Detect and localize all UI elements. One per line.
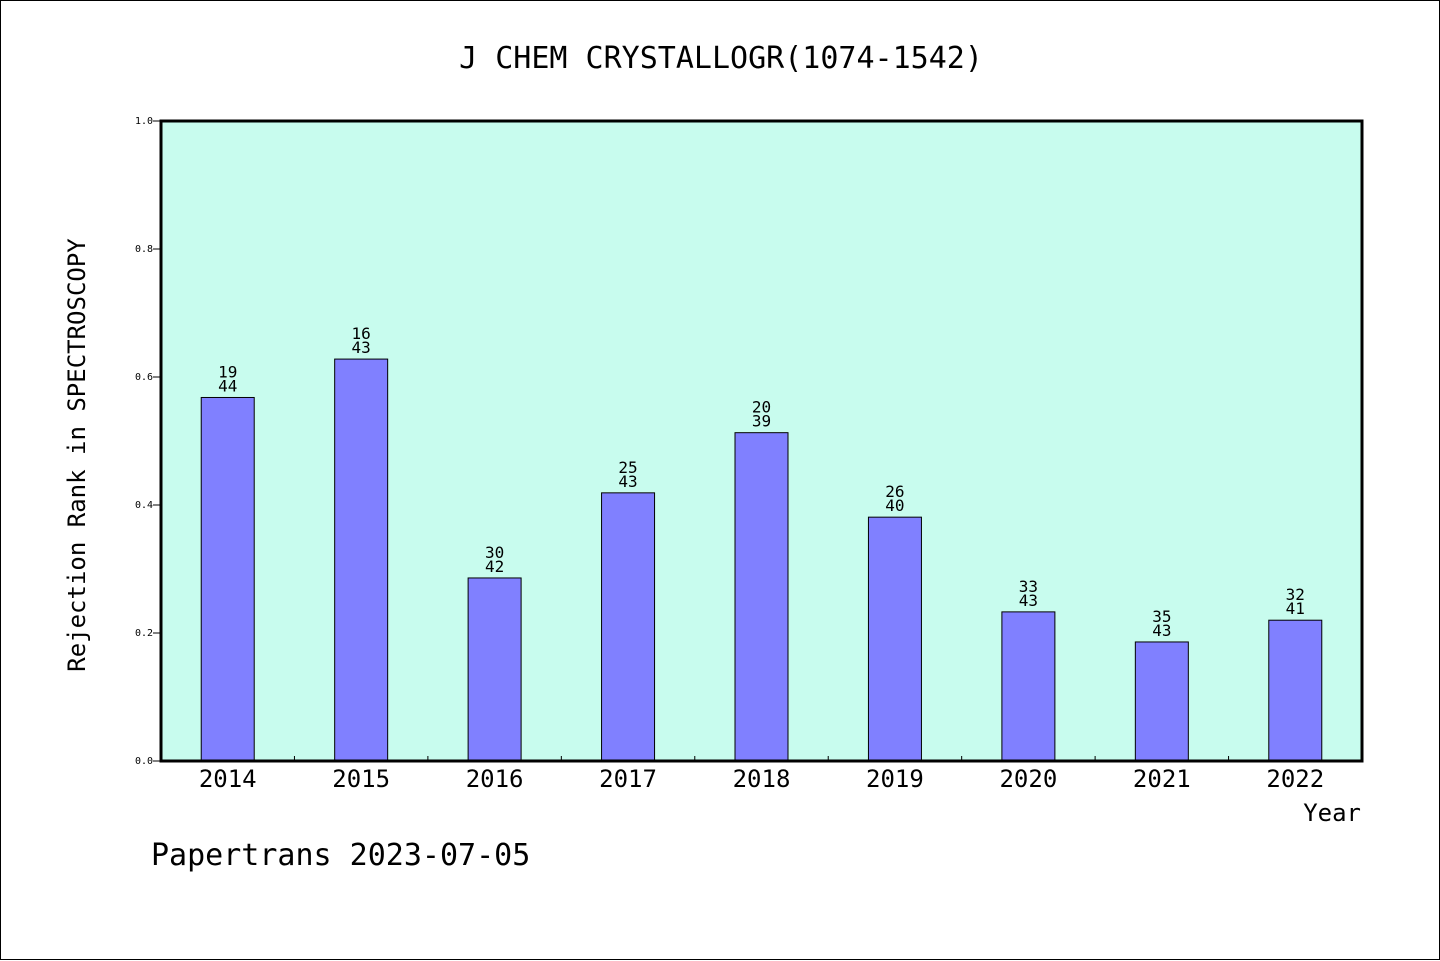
x-tick-label: 2019: [866, 765, 924, 793]
bar-label-bottom: 39: [752, 412, 771, 431]
bar-label-bottom: 44: [218, 376, 237, 395]
bar-label-bottom: 41: [1286, 599, 1305, 618]
x-axis-label: Year: [1303, 799, 1361, 827]
bar-label-bottom: 43: [618, 472, 637, 491]
x-tick-label: 2016: [466, 765, 524, 793]
y-tick-label: 0.0: [135, 756, 153, 767]
bar-label-top: 16: [352, 324, 371, 343]
x-tick-label: 2017: [599, 765, 657, 793]
bar-2020: [1001, 611, 1056, 762]
x-tick-label: 2021: [1133, 765, 1191, 793]
chart-title: J CHEM CRYSTALLOGR(1074-1542): [459, 41, 983, 76]
x-tick-label: 2018: [733, 765, 791, 793]
y-tick-label: 1.0: [135, 116, 153, 127]
bar-label-bottom: 43: [1152, 621, 1171, 640]
bar-label-top: 30: [485, 543, 504, 562]
x-axis: 2014 2015 2016 2017 2018 2019 2020 2021 2022: [199, 756, 1324, 793]
bar-2021: [1134, 641, 1189, 762]
x-tick-label: 2020: [999, 765, 1057, 793]
bar-label-top: 26: [885, 482, 904, 501]
bar-label-bottom: 43: [352, 338, 371, 357]
y-tick-label: 0.4: [135, 500, 153, 511]
y-tick-label: 0.8: [135, 244, 153, 255]
footer-text: Papertrans 2023-07-05: [151, 838, 530, 873]
x-tick-label: 2015: [332, 765, 390, 793]
bar-label-bottom: 43: [1019, 591, 1038, 610]
bar-2015: [334, 358, 389, 762]
y-tick-label: 0.2: [135, 628, 153, 639]
bar-label-bottom: 40: [885, 496, 904, 515]
bar-label-top: 19: [218, 362, 237, 381]
bar-2019: [867, 516, 922, 762]
bar-2022: [1268, 619, 1323, 762]
x-tick-label: 2022: [1266, 765, 1324, 793]
bar-label-top: 20: [752, 398, 771, 417]
x-tick-label: 2014: [199, 765, 257, 793]
bar-2016: [467, 577, 522, 762]
bar-2017: [601, 492, 656, 762]
bar-2018: [734, 432, 789, 762]
bar-label-top: 32: [1286, 585, 1305, 604]
y-axis-label: Rejection Rank in SPECTROSCOPY: [63, 238, 91, 672]
bar-label-top: 25: [618, 458, 637, 477]
bars-group: [200, 358, 1323, 762]
bar-label-top: 33: [1019, 577, 1038, 596]
plot-border: [159, 119, 1364, 763]
bar-label-bottom: 42: [485, 557, 504, 576]
bar-2014: [200, 396, 255, 762]
y-tick-label: 0.6: [135, 372, 153, 383]
y-axis: 0.0 0.2 0.4 0.6 0.8 1.0: [135, 116, 161, 767]
bar-label-top: 35: [1152, 607, 1171, 626]
